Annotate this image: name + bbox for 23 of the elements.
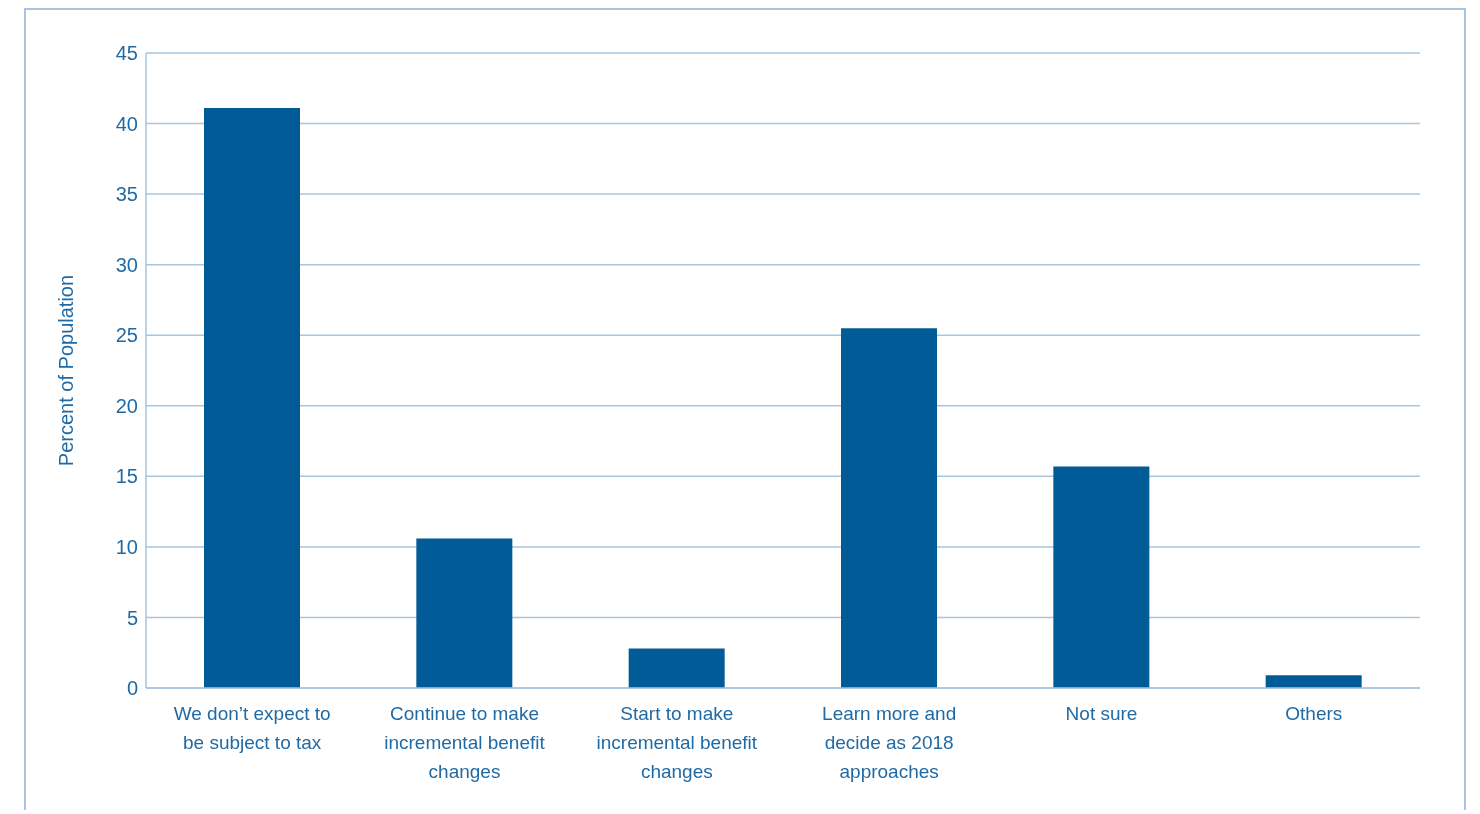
x-tick-label: Continue to make incremental benefit changes <box>384 703 546 782</box>
y-tick-label: 15 <box>115 465 138 488</box>
x-tick-label: Learn more and decide as 2018 approaches <box>822 703 957 782</box>
bar <box>1053 466 1150 688</box>
y-tick-label: 35 <box>115 183 138 206</box>
y-tick-label: 5 <box>126 606 138 629</box>
x-tick-label: Others <box>1285 703 1343 724</box>
bar <box>416 538 513 688</box>
y-tick-label: 0 <box>126 677 138 700</box>
y-tick-label: 40 <box>115 112 138 135</box>
bar <box>841 328 937 688</box>
y-tick-label: 30 <box>115 253 138 276</box>
y-tick-label: 10 <box>115 535 138 558</box>
x-tick-label: We don’t expect to be subject to tax <box>173 703 331 753</box>
y-tick-label: 25 <box>115 324 138 347</box>
x-tick-label: Start to make incremental benefit changes <box>596 703 758 782</box>
y-tick-label: 20 <box>115 394 138 417</box>
y-tick-label: 45 <box>115 42 138 65</box>
bar <box>628 648 725 688</box>
x-tick-label: Not sure <box>1065 703 1138 724</box>
bar <box>204 108 300 688</box>
bar <box>1265 675 1362 688</box>
y-axis-title: Percent of Population <box>55 274 78 467</box>
